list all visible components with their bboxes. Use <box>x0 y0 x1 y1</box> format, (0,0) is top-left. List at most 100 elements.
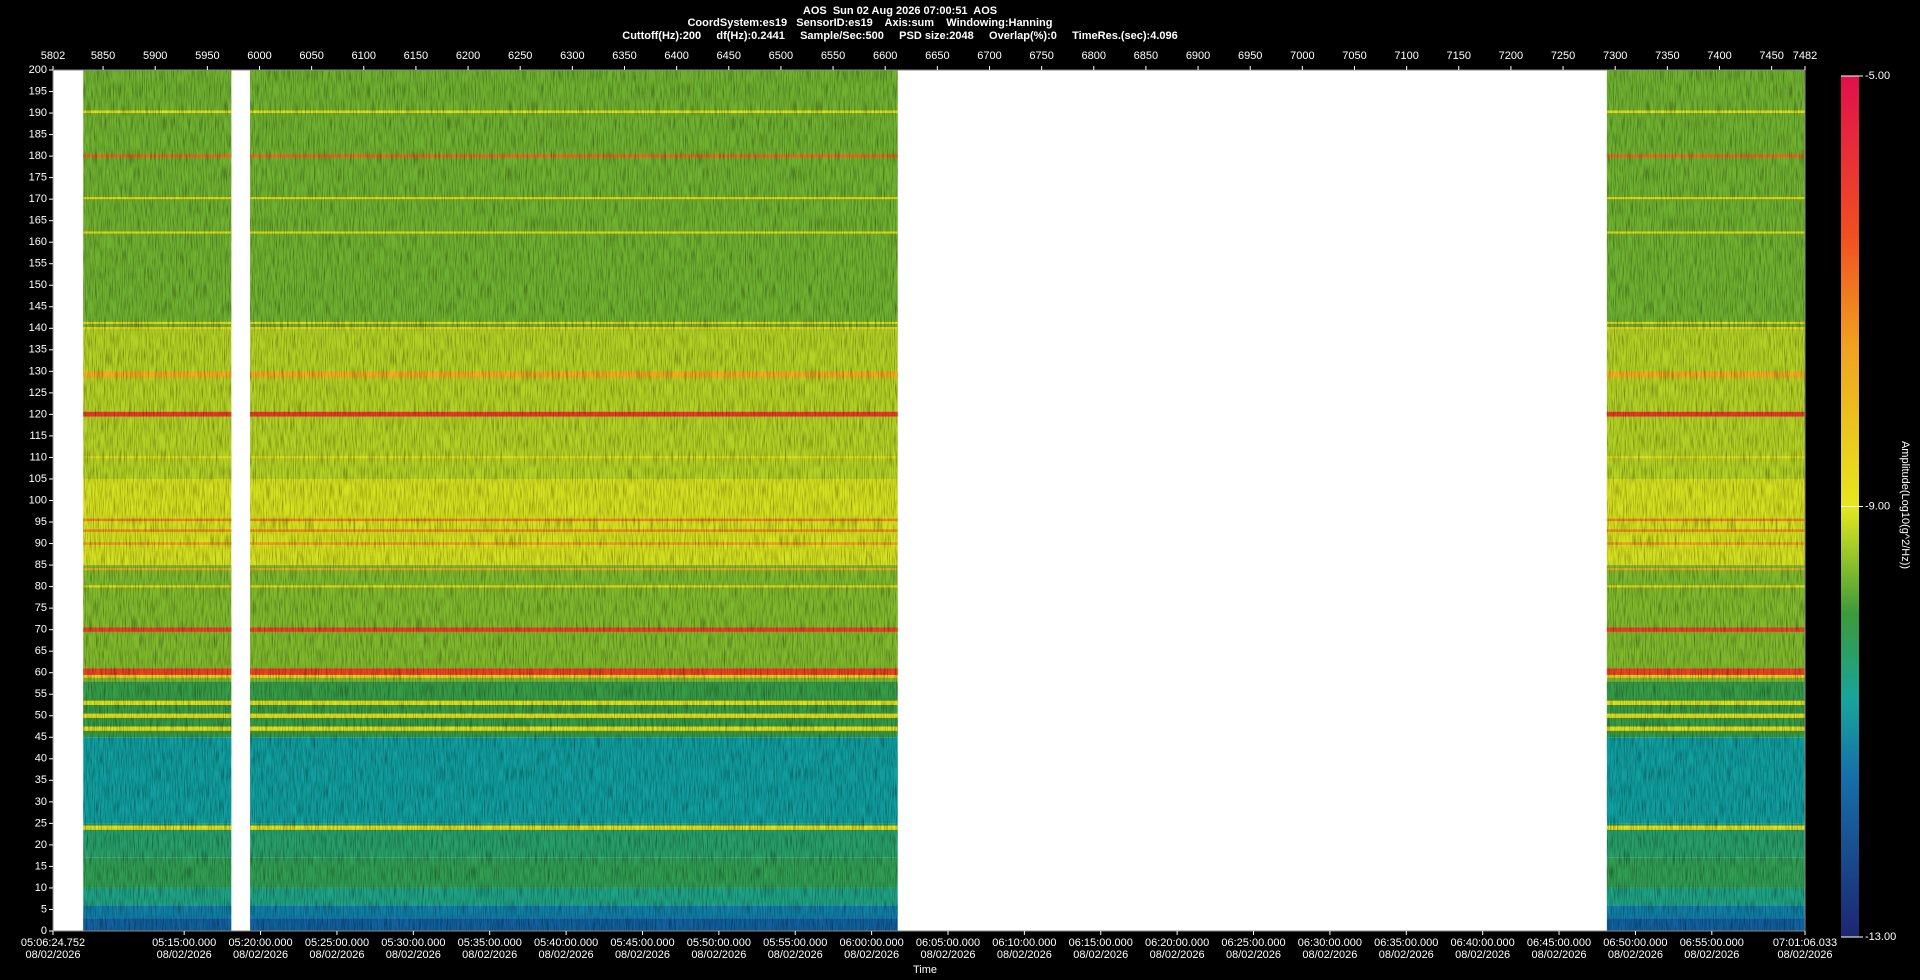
time-tick-date: 08/02/2026 <box>1073 949 1128 961</box>
y-tick-label: 105 <box>29 473 47 485</box>
spectrogram-band <box>1606 328 1805 479</box>
time-tick-label: 05:06:24.752 <box>21 937 85 949</box>
spectrogram-band <box>1606 627 1805 632</box>
spectrogram-band <box>1606 456 1805 459</box>
x-tick-label: 6150 <box>404 50 428 62</box>
spectrogram-band <box>83 456 232 459</box>
spectrogram-band <box>83 905 232 919</box>
y-tick-label: 65 <box>35 645 47 657</box>
y-tick-label: 190 <box>29 107 47 119</box>
x-tick-label: 7350 <box>1655 50 1679 62</box>
y-tick-label: 165 <box>29 215 47 227</box>
y-tick-label: 200 <box>29 64 47 76</box>
y-tick-label: 150 <box>29 279 47 291</box>
time-tick-label: 06:45:00.000 <box>1527 937 1591 949</box>
time-tick-date: 08/02/2026 <box>539 949 594 961</box>
time-tick-date: 08/02/2026 <box>844 949 899 961</box>
spectrogram-band <box>1606 737 1805 824</box>
colorbar-tick-label: -5.00 <box>1865 70 1890 82</box>
spectrogram-band <box>83 887 232 906</box>
spectrogram-band <box>250 565 898 682</box>
spectrogram-segment <box>83 70 232 931</box>
y-tick-label: 55 <box>35 688 47 700</box>
time-tick-label: 05:40:00.000 <box>534 937 598 949</box>
x-tick-label: 6400 <box>664 50 688 62</box>
spectrogram-band <box>250 700 898 705</box>
x-tick-label: 6950 <box>1238 50 1262 62</box>
y-tick-label: 195 <box>29 85 47 97</box>
y-tick-label: 90 <box>35 537 47 549</box>
x-tick-label: 6000 <box>247 50 271 62</box>
spectrogram-band <box>1606 568 1805 571</box>
spectrogram-band <box>83 674 232 678</box>
x-tick-label: 6850 <box>1134 50 1158 62</box>
spectrogram-band <box>83 371 232 378</box>
x-tick-label: 7482 <box>1793 50 1817 62</box>
time-tick-label: 05:50:00.000 <box>687 937 751 949</box>
y-tick-label: 155 <box>29 258 47 270</box>
y-tick-label: 145 <box>29 301 47 313</box>
y-tick-label: 140 <box>29 322 47 334</box>
x-tick-label: 6200 <box>456 50 480 62</box>
spectrogram-band <box>250 371 898 378</box>
time-tick-label: 06:35:00.000 <box>1374 937 1438 949</box>
time-tick-date: 08/02/2026 <box>615 949 670 961</box>
y-tick-label: 100 <box>29 494 47 506</box>
spectrogram-band <box>1606 110 1805 114</box>
y-tick-label: 160 <box>29 236 47 248</box>
spectrogram-band <box>250 542 898 545</box>
spectrogram-band <box>1606 585 1805 588</box>
y-tick-label: 85 <box>35 559 47 571</box>
time-tick-label: 06:15:00.000 <box>1069 937 1133 949</box>
time-tick-label: 05:25:00.000 <box>305 937 369 949</box>
y-tick-label: 30 <box>35 796 47 808</box>
y-tick-label: 5 <box>41 903 47 915</box>
spectrogram-band <box>83 196 232 200</box>
time-tick-date: 08/02/2026 <box>1455 949 1510 961</box>
time-tick-label: 06:30:00.000 <box>1298 937 1362 949</box>
x-tick-label: 6050 <box>299 50 323 62</box>
x-tick-label: 7000 <box>1290 50 1314 62</box>
spectrogram-band <box>83 110 232 114</box>
spectrogram-band <box>1606 231 1805 234</box>
x-tick-label: 5900 <box>143 50 167 62</box>
y-tick-label: 135 <box>29 344 47 356</box>
spectrogram-band <box>1606 196 1805 200</box>
time-tick-date: 08/02/2026 <box>1684 949 1739 961</box>
spectrogram-band <box>83 154 232 158</box>
spectrogram-band <box>1606 518 1805 522</box>
y-tick-label: 130 <box>29 365 47 377</box>
time-tick-label: 06:20:00.000 <box>1145 937 1209 949</box>
y-tick-label: 40 <box>35 753 47 765</box>
y-tick-label: 60 <box>35 667 47 679</box>
spectrogram-band <box>1606 825 1805 830</box>
spectrogram-band <box>250 456 898 459</box>
x-tick-label: 6650 <box>925 50 949 62</box>
spectrogram-band <box>83 542 232 545</box>
spectrogram-band <box>83 700 232 705</box>
time-tick-label: 07:01:06.033 <box>1773 937 1837 949</box>
y-tick-label: 110 <box>29 451 47 463</box>
spectrogram-band <box>83 568 232 571</box>
time-tick-date: 08/02/2026 <box>1532 949 1587 961</box>
x-tick-label: 7400 <box>1707 50 1731 62</box>
x-axis-label: Time <box>913 964 937 976</box>
spectrogram-band <box>250 825 898 830</box>
x-tick-label: 6100 <box>352 50 376 62</box>
x-tick-label: 5950 <box>195 50 219 62</box>
spectrogram-band <box>250 905 898 919</box>
time-tick-label: 05:55:00.000 <box>763 937 827 949</box>
y-tick-label: 125 <box>29 387 47 399</box>
spectrogram-band <box>250 713 898 718</box>
spectrogram-band <box>250 518 898 522</box>
subtitle: Cuttoff(Hz):200 df(Hz):0.2441 Sample/Sec… <box>622 30 1178 42</box>
x-tick-label: 7200 <box>1499 50 1523 62</box>
spectrogram-band <box>250 857 898 888</box>
spectrogram-band <box>83 321 232 324</box>
y-tick-label: 175 <box>29 172 47 184</box>
spectrogram-band <box>250 887 898 906</box>
time-tick-label: 06:40:00.000 <box>1451 937 1515 949</box>
spectrogram-band <box>1606 542 1805 545</box>
